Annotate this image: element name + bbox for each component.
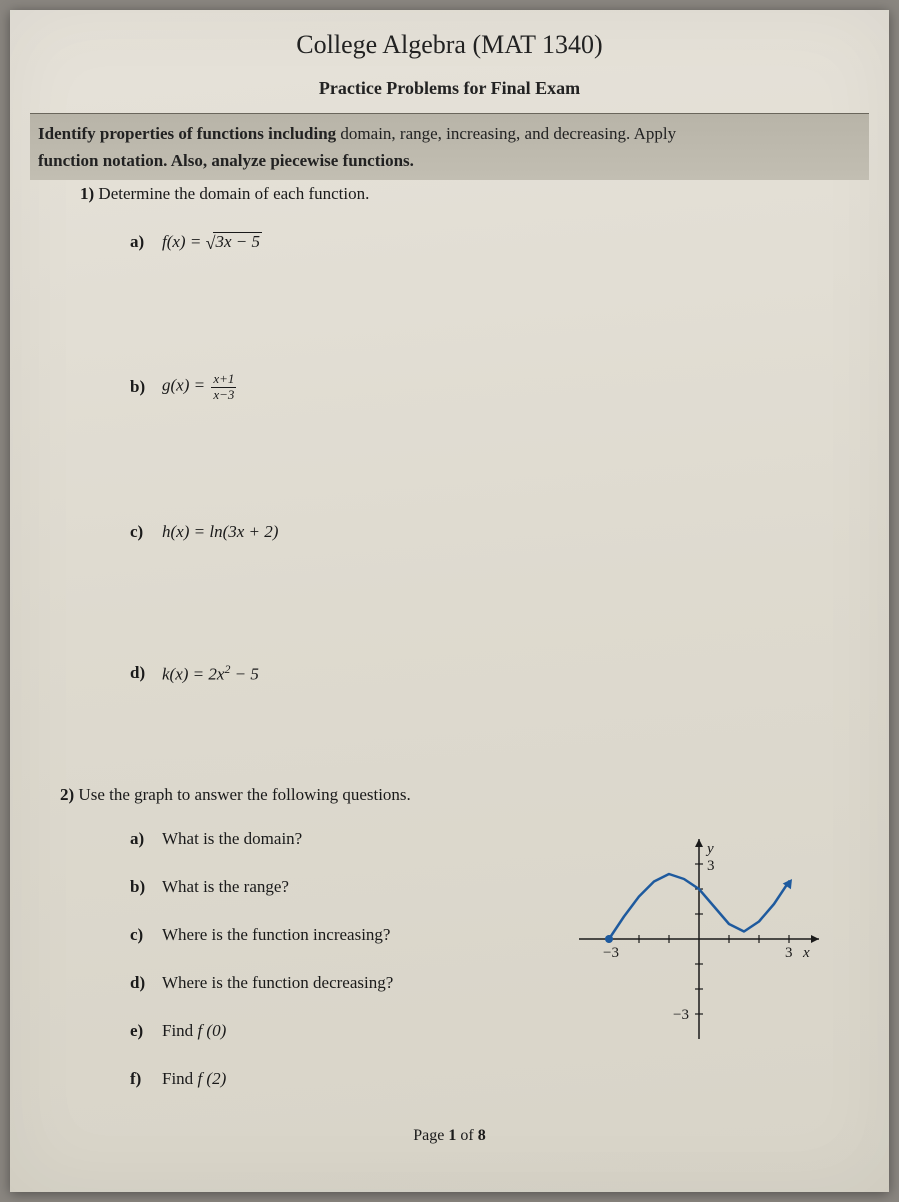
q1b-function: g(x) = x+1x−3 [162,372,238,402]
q1d-fn-right: − 5 [230,665,258,684]
page-subtitle: Practice Problems for Final Exam [50,78,849,99]
q2e-label: e) [130,1021,152,1041]
instructions-bold-2: function notation. Also, analyze piecewi… [38,151,414,170]
q2d-label: d) [130,973,152,993]
q2-part-b: b) What is the range? [130,877,529,897]
svg-text:y: y [705,841,714,857]
q2b-label: b) [130,877,152,897]
svg-text:−3: −3 [603,945,619,961]
q1-part-b: b) g(x) = x+1x−3 [130,372,849,402]
q1d-function: k(x) = 2x2 − 5 [162,662,259,685]
q1-number: 1) [80,184,94,203]
question-1-heading: 1) Determine the domain of each function… [50,180,849,204]
q2-questions: a) What is the domain? b) What is the ra… [50,829,529,1117]
q2f-text: Find f (2) [162,1069,226,1089]
q1-part-a: a) f(x) = √3x − 5 [130,232,849,252]
worksheet-page: College Algebra (MAT 1340) Practice Prob… [10,10,889,1192]
instructions-rest-1: domain, range, increasing, and decreasin… [336,124,676,143]
q1b-num: x+1 [211,372,236,386]
q2c-label: c) [130,925,152,945]
q1b-fn-left: g(x) = [162,376,209,395]
q2a-label: a) [130,829,152,849]
q1c-function: h(x) = ln(3x + 2) [162,522,278,542]
q2-prompt: Use the graph to answer the following qu… [78,785,410,804]
q1c-label: c) [130,522,152,542]
q2-body: a) What is the domain? b) What is the ra… [50,829,849,1117]
sqrt-icon: √ [206,234,216,252]
q2c-text: Where is the function increasing? [162,925,390,945]
q1a-function: f(x) = √3x − 5 [162,232,262,252]
q2e-text: Find f (0) [162,1021,226,1041]
q2-part-f: f) Find f (2) [130,1069,529,1089]
svg-text:3: 3 [785,945,793,961]
q2f-fn: f (2) [197,1069,226,1088]
instructions-bold-1: Identify properties of functions includi… [38,124,336,143]
question-2-heading: 2) Use the graph to answer the following… [50,785,849,805]
q1a-label: a) [130,232,152,252]
q1a-sqrt-arg: 3x − 5 [213,232,262,252]
fraction-icon: x+1x−3 [211,372,236,402]
svg-text:3: 3 [707,858,715,874]
q2f-pre: Find [162,1069,197,1088]
q2e-fn: f (0) [197,1021,226,1040]
function-graph: −33x3−3y [579,839,819,1039]
q2-part-e: e) Find f (0) [130,1021,529,1041]
q2a-text: What is the domain? [162,829,302,849]
q2f-label: f) [130,1069,152,1089]
q1-part-d: d) k(x) = 2x2 − 5 [130,662,849,685]
page-footer: Page 1 of 8 [50,1127,849,1145]
q2e-pre: Find [162,1021,197,1040]
q2-graph-container: −33x3−3y [549,829,849,1117]
q2b-text: What is the range? [162,877,289,897]
footer-mid: of [456,1127,477,1144]
q1a-fn-left: f(x) = [162,232,206,251]
q2-number: 2) [60,785,74,804]
q2-part-a: a) What is the domain? [130,829,529,849]
q2-part-c: c) Where is the function increasing? [130,925,529,945]
svg-text:x: x [802,945,810,961]
q1b-den: x−3 [211,387,236,402]
q1-parts: a) f(x) = √3x − 5 b) g(x) = x+1x−3 c) h(… [50,232,849,684]
footer-total: 8 [478,1127,486,1144]
q1d-fn-left: k(x) = 2x [162,665,224,684]
svg-text:−3: −3 [673,1007,689,1023]
q1b-label: b) [130,377,152,397]
instructions-block: Identify properties of functions includi… [30,113,869,180]
q1d-label: d) [130,663,152,683]
q1-part-c: c) h(x) = ln(3x + 2) [130,522,849,542]
footer-pre: Page [413,1127,448,1144]
q2d-text: Where is the function decreasing? [162,973,393,993]
q2-part-d: d) Where is the function decreasing? [130,973,529,993]
page-title: College Algebra (MAT 1340) [50,30,849,60]
q1-prompt: Determine the domain of each function. [98,184,369,203]
